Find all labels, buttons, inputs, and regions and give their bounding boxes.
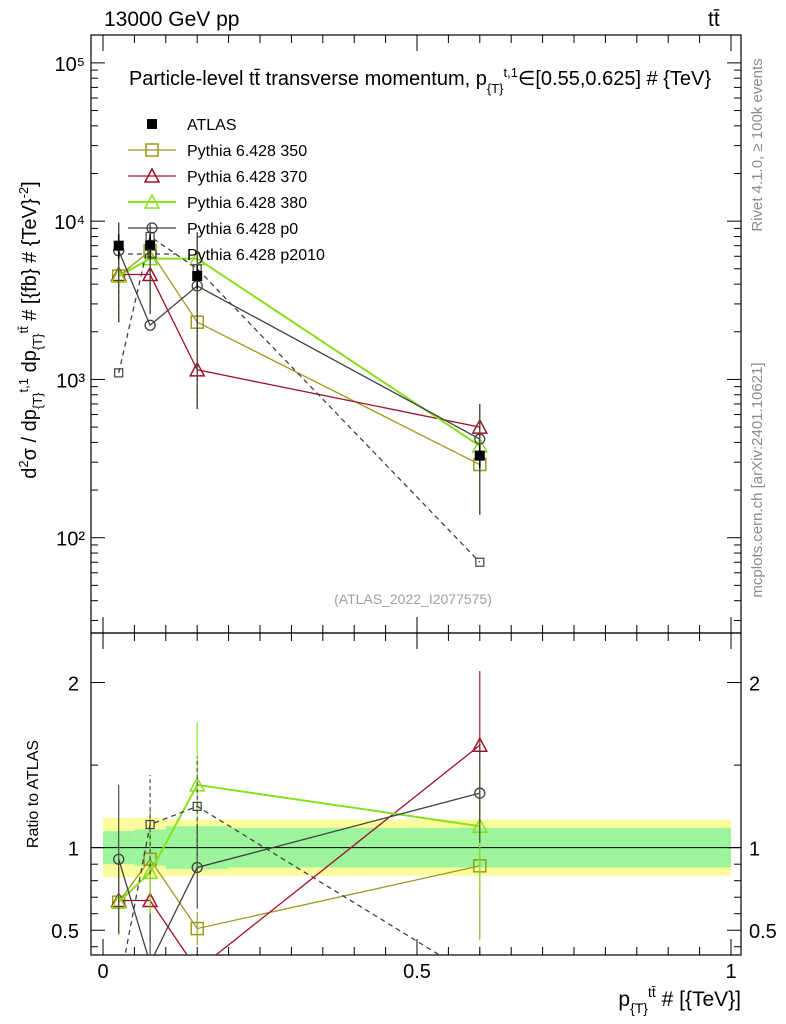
top-ytick-label: 10² <box>56 529 85 551</box>
series-line-p350 <box>118 249 481 466</box>
data-marker <box>192 271 203 282</box>
legend-label-p350: Pythia 6.428 350 <box>187 143 307 160</box>
top-ytick-label: 10³ <box>56 370 85 392</box>
plot-title: Particle-level tt̄ transverse momentum, … <box>129 65 711 96</box>
top-ytick-label: 10⁵ <box>54 54 85 76</box>
bottom-ytick-label-left: 1 <box>68 839 79 861</box>
legend-label-data: ATLAS <box>187 117 237 134</box>
ratio-line-p380 <box>118 783 480 903</box>
bottom-ytick-label-right: 2 <box>749 674 760 696</box>
series-line-p2010 <box>118 235 481 563</box>
ratio-marker-p2010 <box>145 819 155 830</box>
bottom-yticks: 0.5 0.5 1 1 2 2 <box>51 674 777 948</box>
top-ytick-label: 10⁴ <box>54 212 85 234</box>
legend-marker-p350 <box>145 143 159 157</box>
bottom-ytick-label-left: 2 <box>68 674 79 696</box>
analysis-watermark: (ATLAS_2022_I2077575) <box>334 591 492 607</box>
series-marker-p2010 <box>114 368 124 378</box>
legend-marker-p2010 <box>147 249 157 259</box>
legend: ATLAS Pythia 6.428 350 Pythia 6.428 370 Pyt… <box>128 117 325 264</box>
bottom-plot-frame <box>90 632 742 956</box>
top-series <box>110 222 489 567</box>
legend-marker-data <box>147 119 157 129</box>
bottom-series-clipped <box>110 670 489 955</box>
data-marker <box>474 450 485 461</box>
series-line-p370 <box>118 273 480 428</box>
x-ticks: 0 0.5 1 <box>97 35 737 983</box>
series-line-p0 <box>118 250 481 440</box>
ratio-line-p350 <box>118 858 480 930</box>
top-panel: 10² 10³ 10⁴ 10⁵ (ATLAS_2022_I2077575) Parti… <box>54 34 742 634</box>
legend-marker-p380 <box>143 193 161 209</box>
legend-marker-p0 <box>146 222 158 234</box>
series-line-p380 <box>118 257 481 447</box>
ratio-line-p0 <box>118 792 480 955</box>
process-label: tt̄ <box>708 8 720 31</box>
ratio-line-p370 <box>118 744 481 955</box>
data-marker <box>113 240 124 251</box>
ratio-marker-p0 <box>191 861 203 874</box>
legend-label-p370: Pythia 6.428 370 <box>187 169 307 186</box>
legend-label-p0: Pythia 6.428 p0 <box>187 221 298 238</box>
series-marker-p2010 <box>475 557 485 567</box>
ratio-marker-p350 <box>190 921 204 936</box>
bottom-ytick-label-right: 1 <box>749 839 760 861</box>
top-y-axis-label: d2σ / dp{T}t,1 dp{T}tt̄ # [{fb} # {TeV}-… <box>16 181 45 478</box>
xtick-label: 0 <box>97 961 108 983</box>
top-yticks: 10² 10³ 10⁴ 10⁵ <box>54 54 741 621</box>
data-marker <box>145 240 156 251</box>
legend-label-p2010: Pythia 6.428 p2010 <box>187 247 325 264</box>
series-marker-p0 <box>144 319 156 331</box>
ratio-marker-p0 <box>474 787 486 799</box>
ratio-line-p2010 <box>124 805 441 955</box>
xtick-label: 0.5 <box>403 961 431 983</box>
energy-label: 13000 GeV pp <box>104 8 239 31</box>
top-data-points <box>113 234 485 469</box>
xtick-label: 1 <box>725 961 736 983</box>
ratio-marker-p380 <box>141 863 159 880</box>
ratio-marker-p2010 <box>192 801 202 811</box>
legend-label-p380: Pythia 6.428 380 <box>187 195 307 212</box>
rivet-version-label: Rivet 4.1.0, ≥ 100k events <box>749 58 766 231</box>
bottom-panel: 0.5 0.51 12 2 0 0.5 1 <box>51 35 777 983</box>
bottom-series <box>110 670 489 955</box>
bottom-ytick-label-right: 0.5 <box>749 921 777 943</box>
bottom-ytick-label-left: 0.5 <box>51 921 79 943</box>
mcplots-label: mcplots.cern.ch [arXiv:2401.10621] <box>749 362 766 597</box>
ratio-marker-p0 <box>113 853 125 865</box>
x-axis-label: p{T}tt̄ # [{TeV}] <box>618 984 741 1016</box>
bottom-y-axis-label: Ratio to ATLAS <box>25 740 42 848</box>
legend-marker-p370 <box>143 167 161 183</box>
